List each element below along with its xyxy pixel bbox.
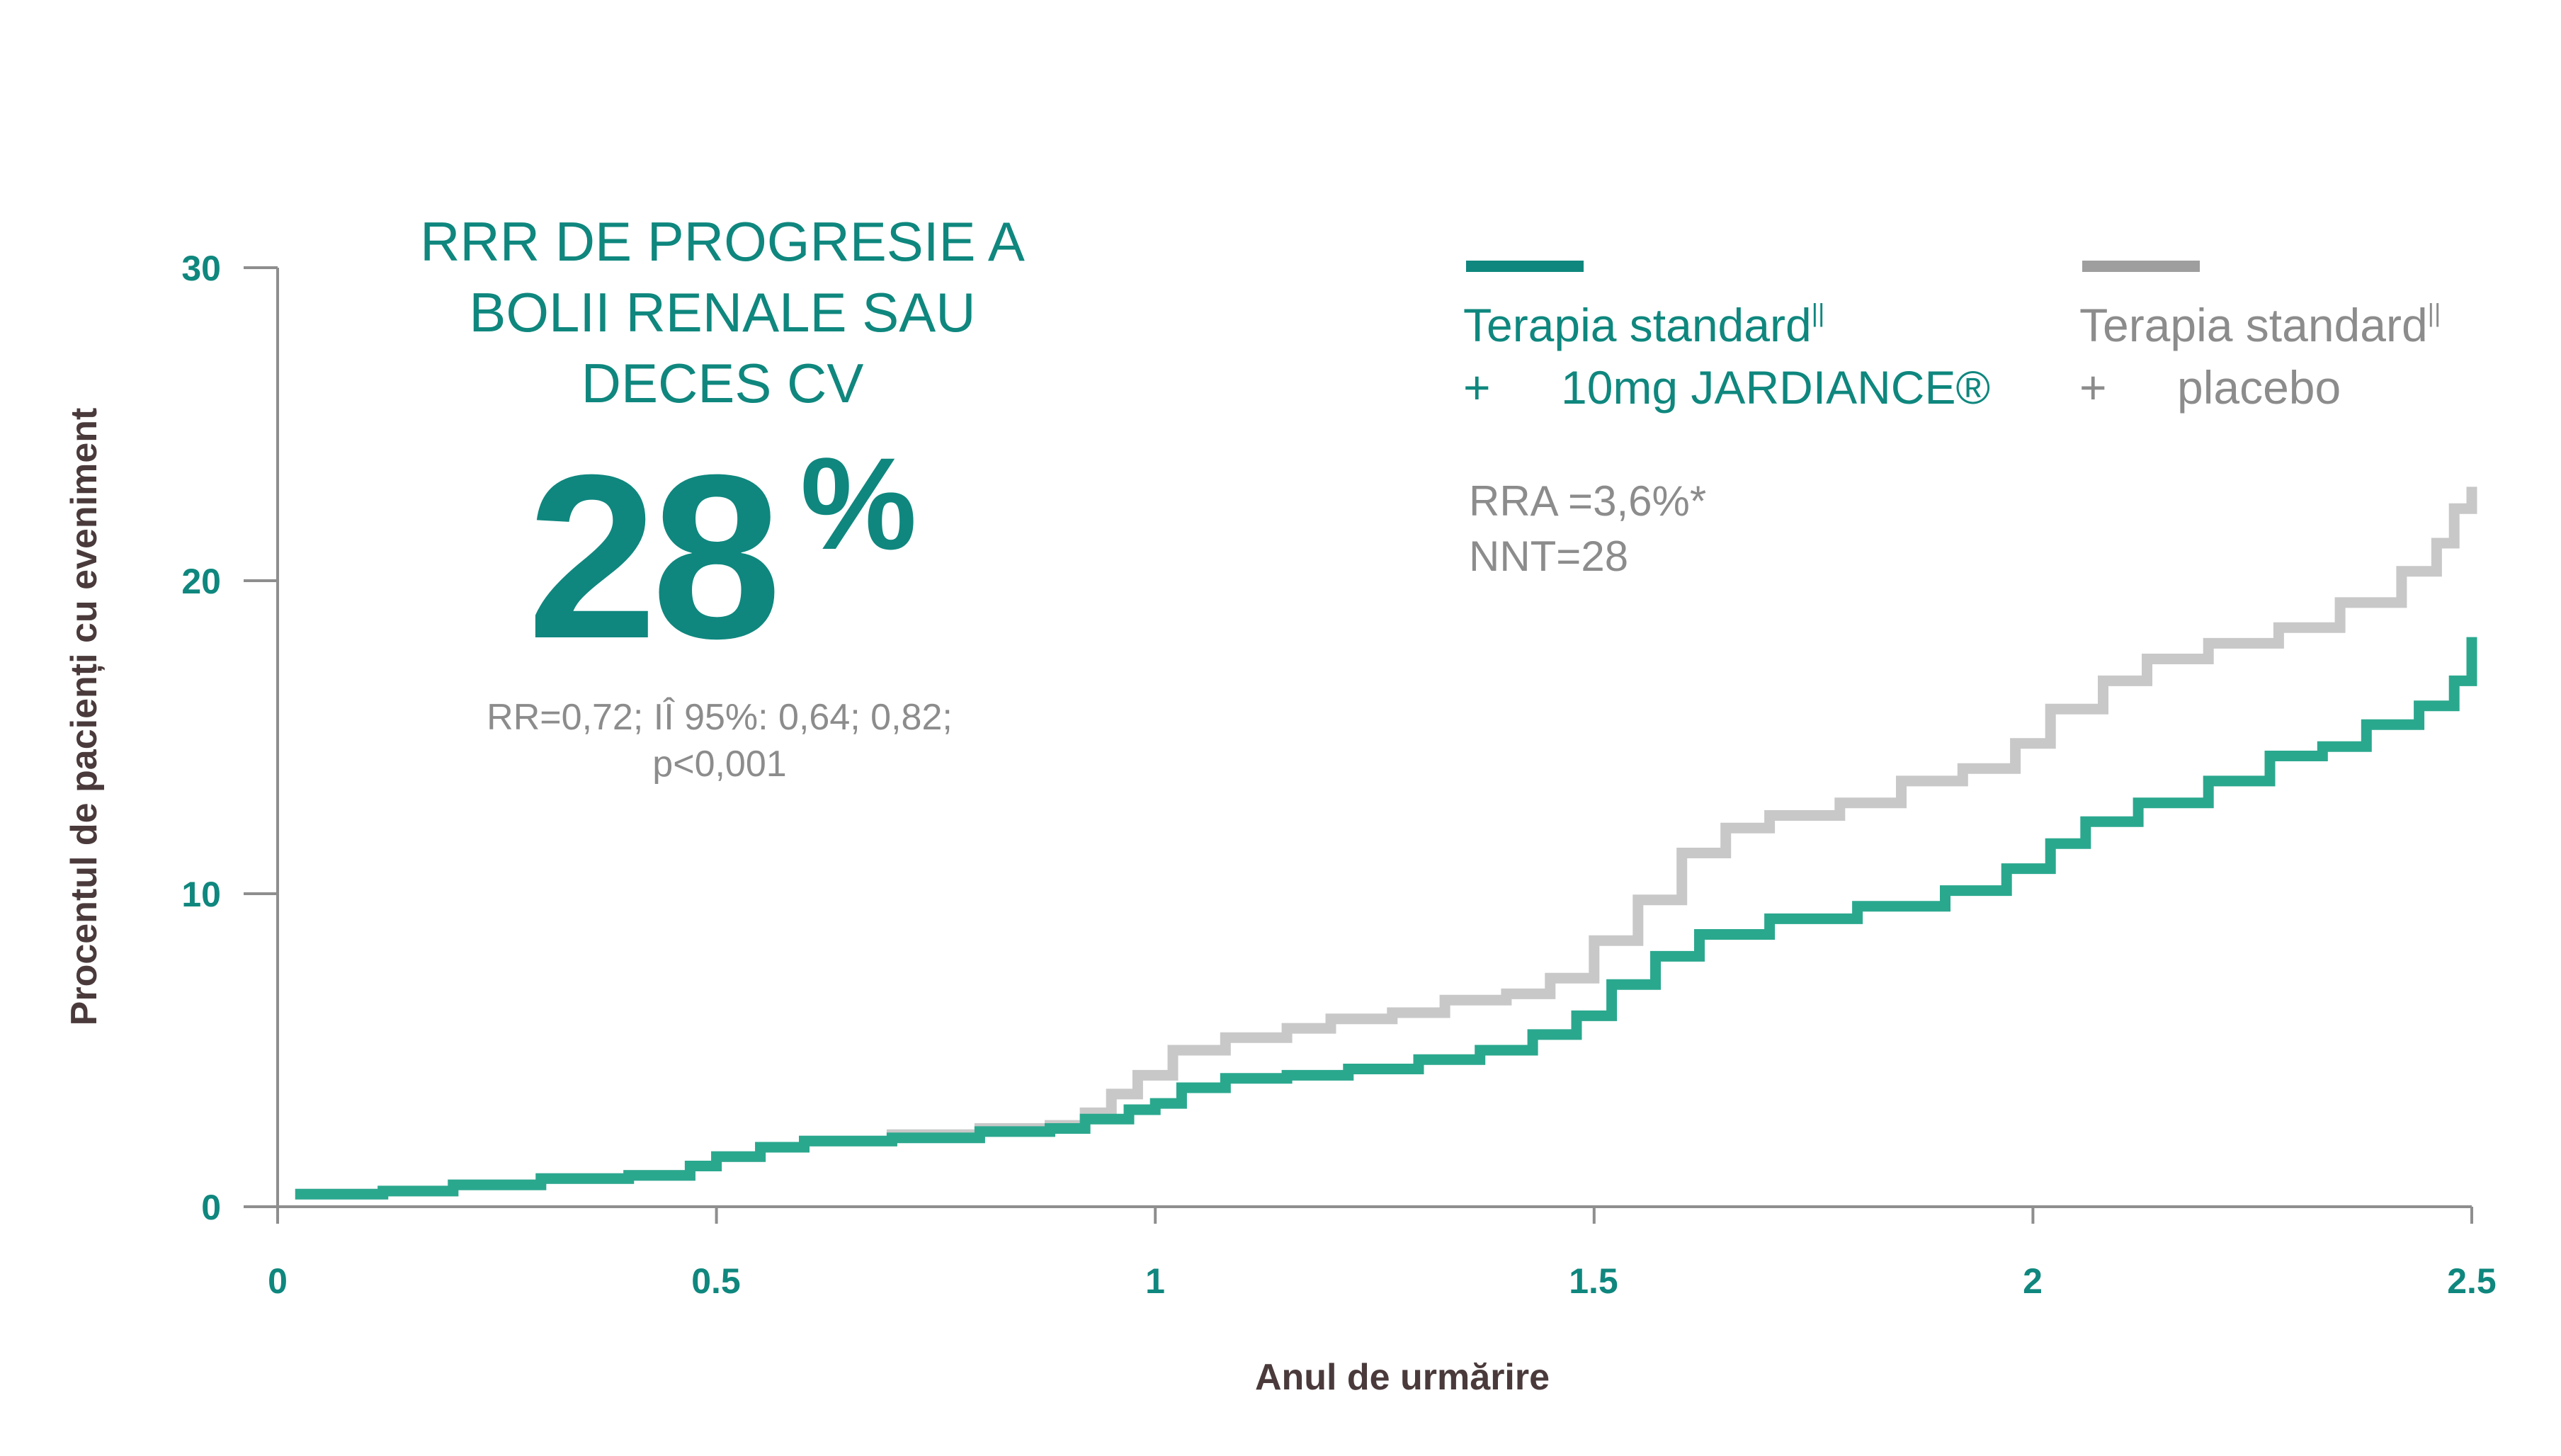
series-line-jardiance <box>295 637 2477 1200</box>
x-tick-label-1-5: 1.5 <box>1569 1261 1618 1301</box>
rrr-percent-sign: % <box>800 431 917 577</box>
legend-jardiance-line-2: 10mg JARDIANCE® <box>1561 361 1990 414</box>
y-axis-title: Procentul de pacienți cu eveniment <box>64 408 105 1026</box>
legend-jardiance-line-1: Terapia standard|| <box>1463 298 1824 351</box>
y-ticks <box>244 266 278 1208</box>
x-tick-label-0-5: 0.5 <box>691 1261 741 1301</box>
legend-swatch-placebo <box>2082 261 2200 272</box>
y-tick-label-20: 20 <box>181 562 221 601</box>
x-ticks <box>276 1207 2473 1224</box>
x-tick-label-0: 0 <box>268 1261 288 1301</box>
headline-line-3: DECES CV <box>581 352 864 414</box>
y-tick-label-30: 30 <box>181 249 221 288</box>
y-tick-label-0: 0 <box>201 1188 221 1227</box>
legend-placebo-plus: + <box>2079 361 2107 414</box>
nnt-value: NNT=28 <box>1469 533 1628 580</box>
legend-swatch-jardiance <box>1466 261 1584 272</box>
headline-line-2: BOLII RENALE SAU <box>469 281 975 343</box>
legend-placebo-line-1: Terapia standard|| <box>2079 298 2441 351</box>
x-tick-label-2: 2 <box>2023 1261 2043 1301</box>
y-tick-label-10: 10 <box>181 875 221 914</box>
legend-placebo-line-2: placebo <box>2177 361 2341 414</box>
stat-line-1: RR=0,72; IÎ 95%: 0,64; 0,82; <box>487 697 953 738</box>
x-tick-label-2-5: 2.5 <box>2447 1261 2497 1301</box>
x-tick-label-1: 1 <box>1145 1261 1165 1301</box>
stat-line-2: p<0,001 <box>652 744 786 785</box>
legend-jardiance-plus: + <box>1463 361 1491 414</box>
rra-value: RRA =3,6%* <box>1469 477 1706 525</box>
rrr-value: 28 <box>527 426 776 687</box>
headline-line-1: RRR DE PROGRESIE A <box>420 210 1025 273</box>
x-axis-title: Anul de urmărire <box>1255 1357 1550 1398</box>
